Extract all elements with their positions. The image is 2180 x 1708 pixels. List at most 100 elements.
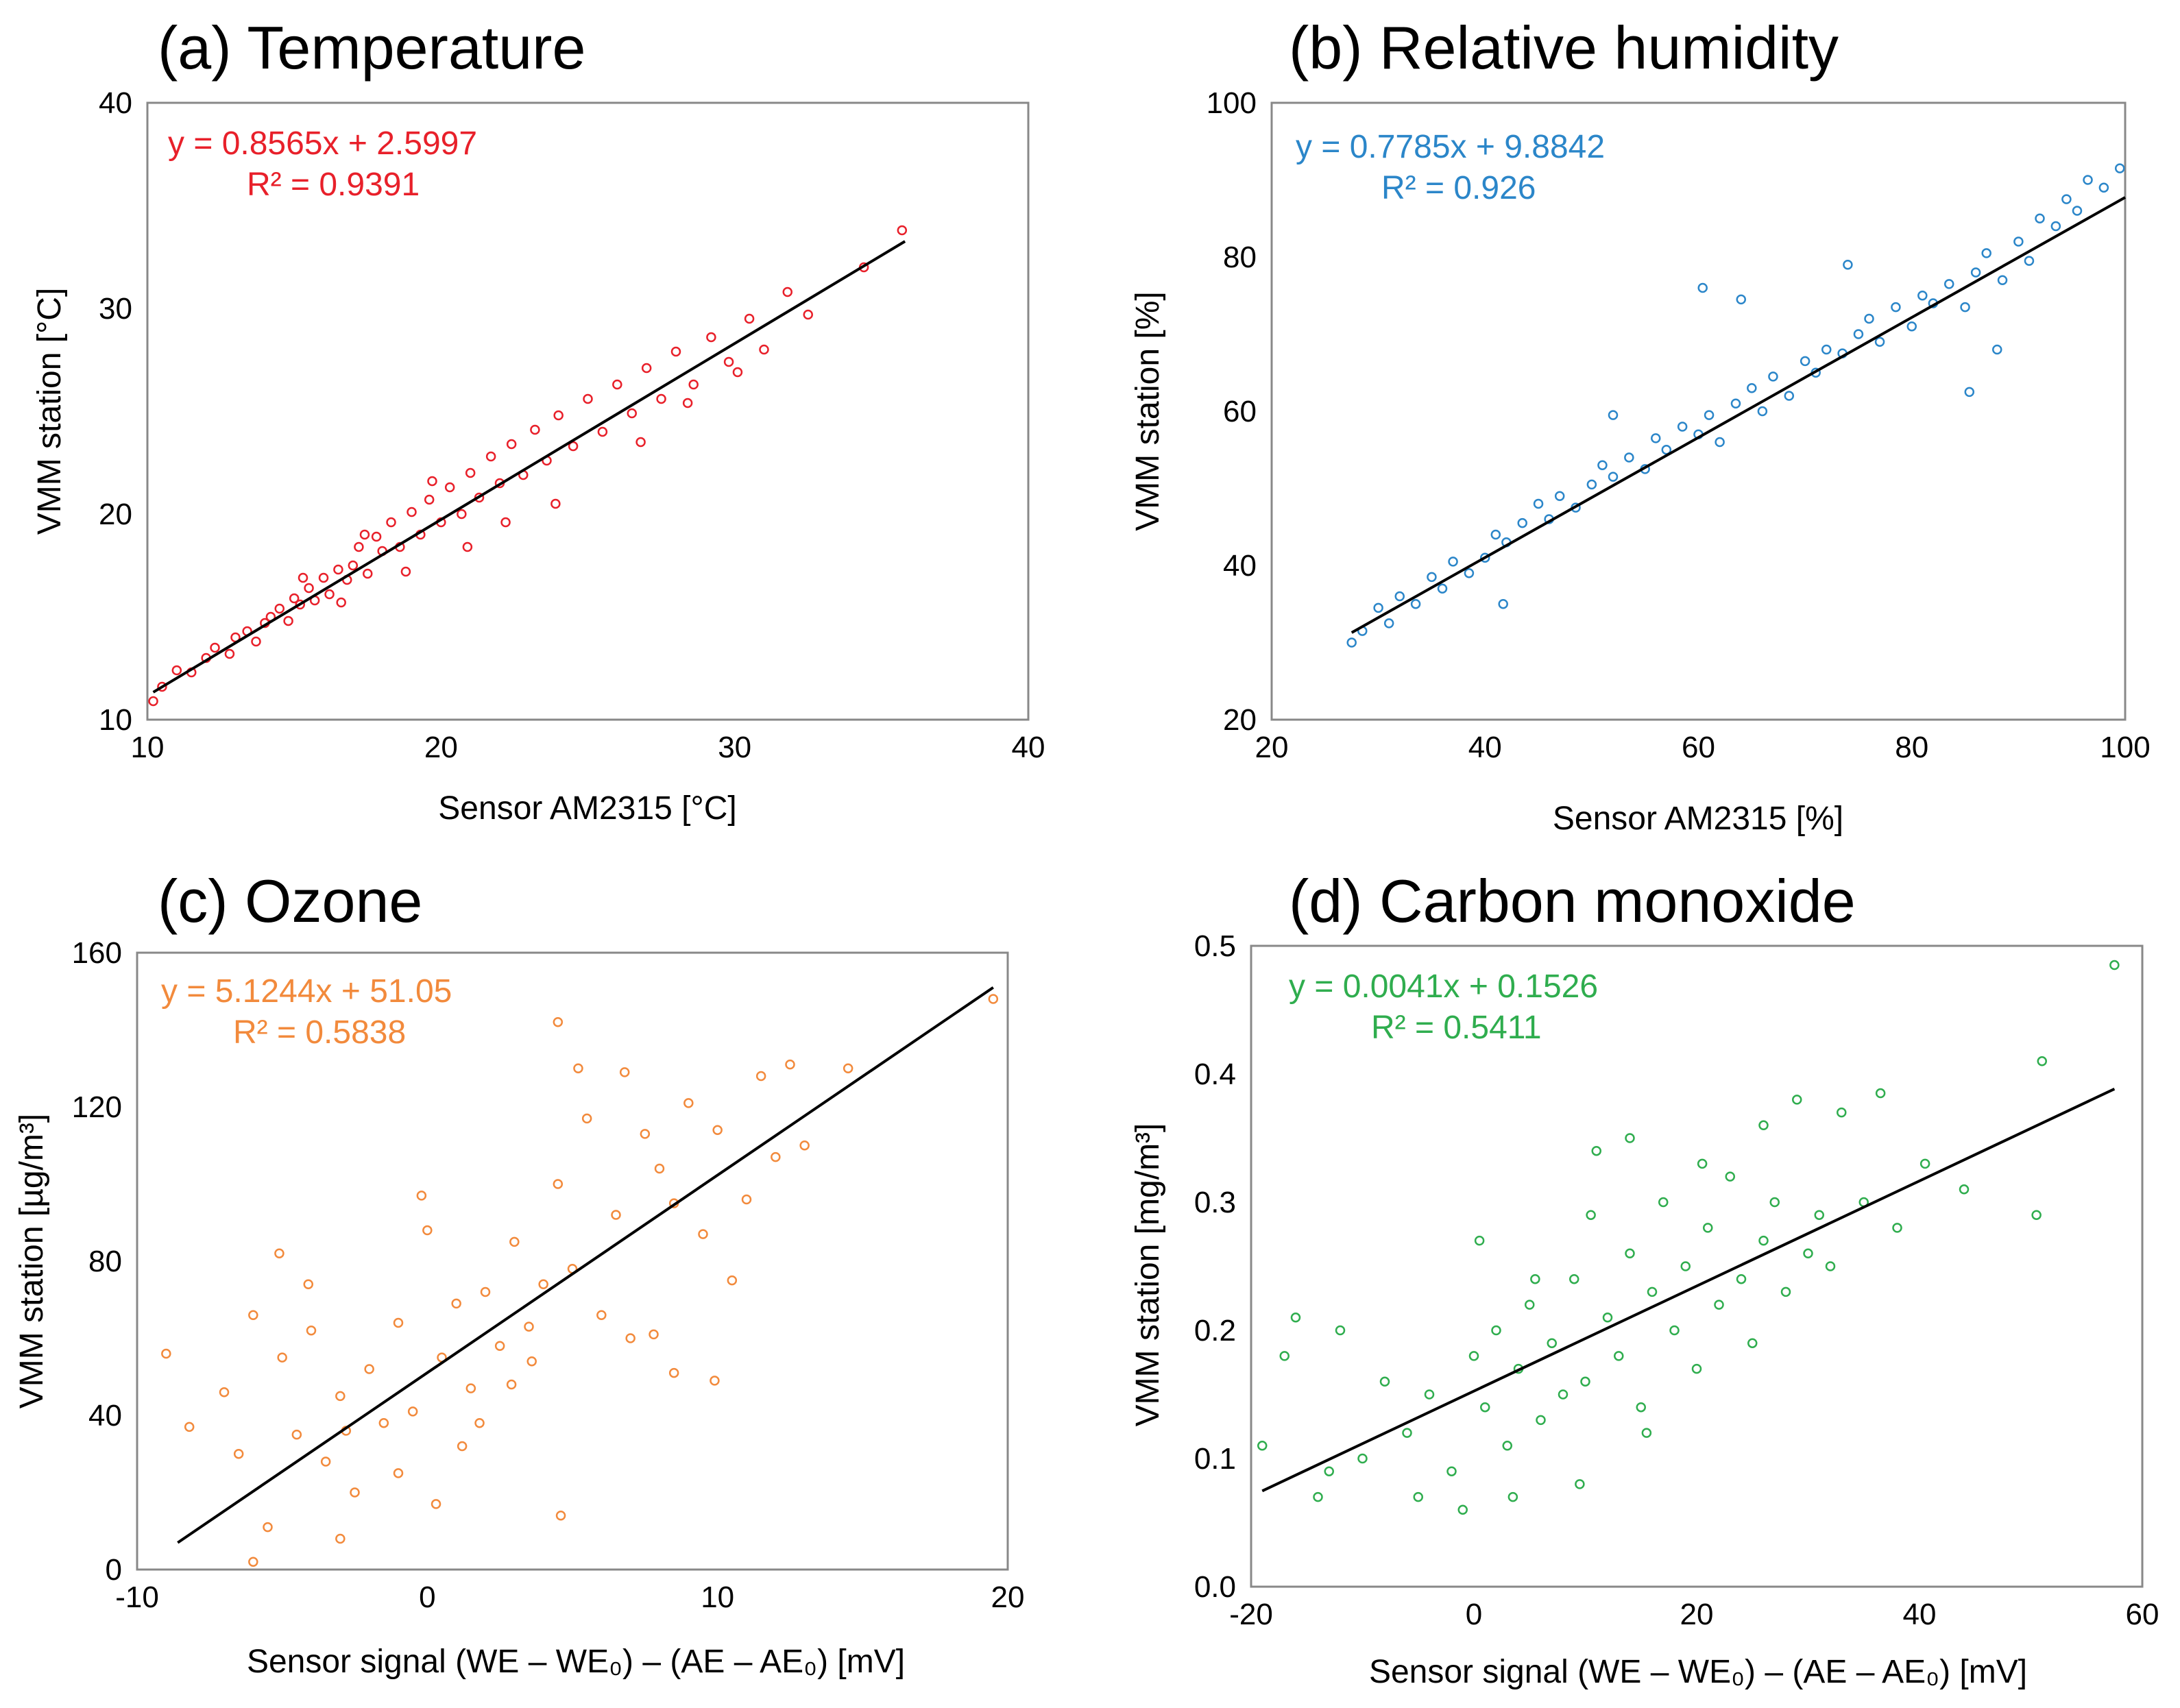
r-squared: R² = 0.9391 xyxy=(247,167,420,203)
y-tick-labels: 0 40 80 120 160 xyxy=(72,936,122,1587)
x-tick-label: 20 xyxy=(1255,731,1289,764)
data-point xyxy=(1290,1313,1301,1323)
data-point xyxy=(1768,371,1778,382)
data-point xyxy=(465,1383,476,1393)
x-tick-label: -20 xyxy=(1229,1598,1273,1631)
data-point xyxy=(416,1191,427,1201)
data-point xyxy=(1517,517,1527,528)
y-tick-label: 0.4 xyxy=(1194,1058,1236,1091)
data-point xyxy=(1402,1428,1412,1438)
data-point xyxy=(1715,437,1725,448)
data-point xyxy=(161,1348,171,1359)
y-tick-label: 80 xyxy=(88,1245,122,1278)
x-tick-label: 20 xyxy=(424,731,458,764)
data-point xyxy=(277,1352,287,1363)
data-point xyxy=(451,1298,461,1309)
data-point xyxy=(1346,637,1357,648)
data-point xyxy=(1641,1428,1652,1438)
y-axis-label: VMM station [%] xyxy=(1130,291,1166,530)
data-point xyxy=(335,1533,346,1544)
data-point xyxy=(1814,1210,1824,1220)
data-point xyxy=(1853,329,1864,339)
data-point xyxy=(568,441,579,452)
data-point xyxy=(148,696,158,707)
data-point xyxy=(336,597,346,608)
data-point xyxy=(2072,206,2083,216)
plot-frame xyxy=(1270,101,2127,721)
data-point xyxy=(1843,260,1853,270)
data-point xyxy=(1800,356,1810,367)
data-point xyxy=(1379,1376,1390,1387)
data-point xyxy=(2037,1056,2047,1066)
data-point xyxy=(431,1499,441,1509)
data-point xyxy=(1821,344,1832,355)
data-point xyxy=(1959,1184,1970,1195)
data-point xyxy=(619,1067,630,1077)
data-point xyxy=(248,1310,258,1320)
data-point xyxy=(524,1321,534,1332)
y-axis-label: VMM station [µg/m³] xyxy=(14,1114,50,1408)
x-axis-label: Sensor AM2315 [°C] xyxy=(438,790,736,827)
data-point xyxy=(1964,387,1975,398)
data-point xyxy=(611,1210,621,1220)
data-point xyxy=(465,467,476,478)
data-point xyxy=(283,615,293,626)
y-axis-label: VMM station [mg/m³] xyxy=(1130,1123,1166,1427)
data-point xyxy=(1864,313,1874,324)
data-point xyxy=(251,636,261,647)
data-point xyxy=(612,379,622,390)
data-point xyxy=(1373,602,1383,613)
data-point xyxy=(1324,1466,1334,1476)
data-point xyxy=(670,346,681,357)
data-point xyxy=(1608,472,1619,482)
data-point xyxy=(1780,1286,1791,1297)
data-point xyxy=(304,583,314,594)
data-point xyxy=(364,1364,374,1374)
regression-equation: y = 5.1244x + 51.05 xyxy=(161,973,452,1010)
data-point xyxy=(782,286,793,297)
data-point xyxy=(1468,1351,1479,1361)
points xyxy=(148,225,908,707)
data-point xyxy=(1680,1261,1691,1271)
plot-frame xyxy=(136,951,1009,1571)
data-point xyxy=(233,1449,244,1459)
data-point xyxy=(462,541,473,552)
data-point xyxy=(1981,248,1991,258)
data-point xyxy=(1335,1325,1346,1336)
data-point xyxy=(897,225,908,236)
x-tick-label: 80 xyxy=(1895,731,1928,764)
data-point xyxy=(2013,236,2024,247)
data-point xyxy=(1591,1145,1601,1156)
data-point xyxy=(2061,194,2072,204)
data-point xyxy=(2083,175,2093,185)
plot-frame xyxy=(146,101,1030,721)
points xyxy=(1346,163,2125,648)
x-tick-label: 40 xyxy=(1903,1598,1937,1631)
data-point xyxy=(1757,406,1768,417)
data-point xyxy=(2024,256,2035,266)
data-point xyxy=(298,572,308,583)
x-axis-label: Sensor signal (WE – WE₀) – (AE – AE₀) [m… xyxy=(247,1644,905,1680)
data-point xyxy=(1586,479,1597,490)
y-tick-label: 120 xyxy=(72,1090,122,1124)
data-point xyxy=(1580,1376,1590,1387)
data-point xyxy=(656,393,666,404)
data-point xyxy=(688,379,699,390)
data-point xyxy=(1769,1197,1780,1208)
y-tick-label: 0.2 xyxy=(1194,1314,1236,1347)
data-point xyxy=(350,1487,360,1498)
data-point xyxy=(184,1422,195,1432)
panel-title: (c) Ozone xyxy=(158,867,422,935)
data-point xyxy=(1892,1223,1902,1233)
data-point xyxy=(1636,1402,1646,1413)
data-point xyxy=(1608,410,1619,420)
data-point xyxy=(1703,1223,1713,1233)
data-point xyxy=(744,313,755,324)
data-point xyxy=(363,568,373,579)
y-tick-label: 0.0 xyxy=(1194,1570,1236,1604)
data-point xyxy=(649,1329,659,1340)
data-point xyxy=(274,1248,284,1258)
data-point xyxy=(2035,213,2045,223)
data-point xyxy=(1960,302,1970,313)
data-point xyxy=(1625,1133,1635,1143)
